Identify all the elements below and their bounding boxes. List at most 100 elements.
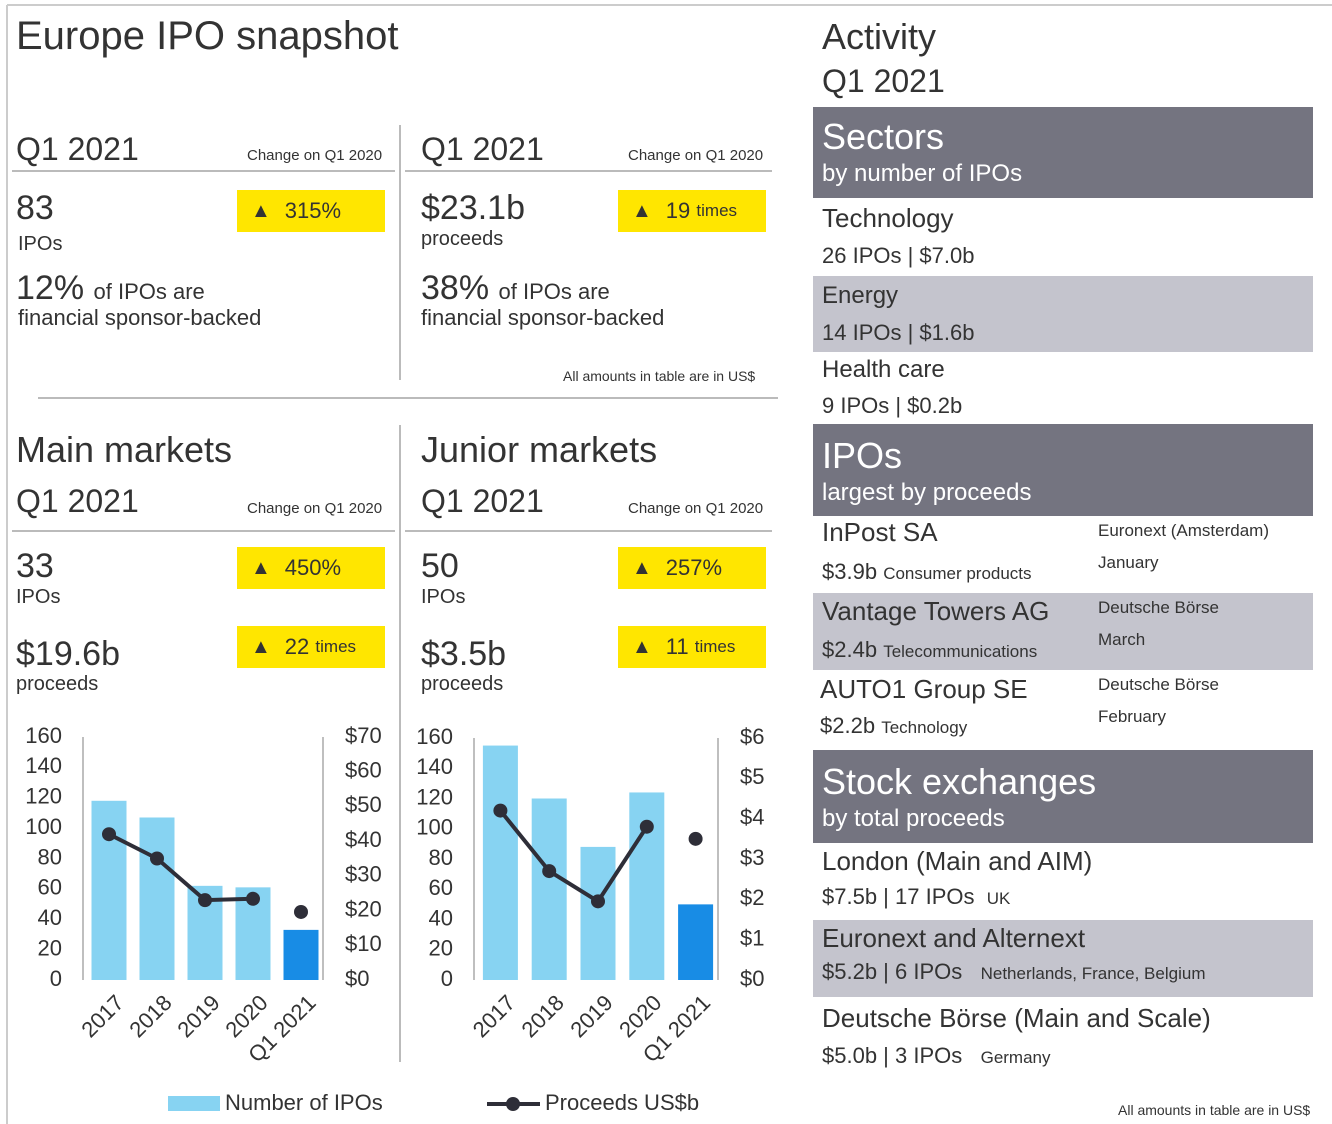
kpi-unit: proceeds bbox=[16, 673, 99, 695]
share: 12% of IPOs are bbox=[16, 269, 205, 307]
sector-row: Health care 9 IPOs | $0.2b bbox=[813, 352, 1313, 424]
change: 257% bbox=[665, 555, 723, 580]
sector-name: Technology bbox=[822, 203, 954, 233]
kpi-value: $19.6b bbox=[16, 635, 120, 673]
line-point bbox=[688, 831, 703, 846]
ipo-month: February bbox=[1098, 707, 1167, 726]
section-title: Sectors bbox=[822, 116, 945, 157]
y-tick-label: 60 bbox=[38, 875, 62, 900]
exchange-row: Deutsche Börse (Main and Scale) $5.0b | … bbox=[813, 997, 1313, 1075]
change-label: Change on Q1 2020 bbox=[628, 500, 764, 517]
y-tick-label: 120 bbox=[416, 784, 453, 809]
exchange-name: London (Main and AIM) bbox=[822, 846, 1093, 876]
note: All amounts in table are in US$ bbox=[1118, 1102, 1311, 1118]
y-tick-label: 0 bbox=[50, 966, 62, 991]
line-point bbox=[102, 827, 116, 842]
change: 11 bbox=[665, 634, 689, 659]
y2-tick-label: $50 bbox=[345, 792, 382, 817]
y-tick-label: 100 bbox=[25, 814, 62, 839]
section-subtitle: by number of IPOs bbox=[822, 160, 1023, 187]
note: All amounts in table are in US$ bbox=[563, 368, 756, 384]
bar bbox=[531, 798, 567, 980]
change-box: ▲ 19 times bbox=[618, 190, 766, 232]
line bbox=[498, 809, 649, 905]
share-text: of IPOs are bbox=[93, 279, 205, 304]
line-point bbox=[542, 864, 557, 879]
y2-tick-label: $1 bbox=[740, 925, 764, 950]
line-point bbox=[198, 893, 212, 908]
activity-title: Activity bbox=[822, 16, 937, 57]
ipo-value: $2.2b bbox=[820, 713, 876, 738]
share-value: 38% bbox=[421, 269, 490, 307]
bar bbox=[482, 745, 518, 980]
change: 450% bbox=[284, 555, 342, 580]
bar bbox=[580, 846, 616, 980]
kpi-unit: IPOs bbox=[18, 233, 63, 255]
y-tick-label: 160 bbox=[416, 724, 453, 749]
y2-tick-label: $30 bbox=[345, 862, 382, 887]
panel-title: Junior markets bbox=[421, 429, 658, 470]
ipo-exchange: Euronext (Amsterdam) bbox=[1098, 521, 1269, 540]
ipo-row: Vantage Towers AG $2.4b Telecommunicatio… bbox=[813, 593, 1313, 670]
kpi-unit: proceeds bbox=[421, 228, 504, 250]
kpi-value: $23.1b bbox=[421, 189, 525, 227]
x-tick-label: 2019 bbox=[172, 990, 224, 1042]
exchange-values: $5.0b | 3 IPOs bbox=[822, 1043, 963, 1068]
bar bbox=[283, 929, 319, 980]
change-label: Change on Q1 2020 bbox=[628, 147, 764, 164]
line-point bbox=[294, 904, 308, 919]
line-point bbox=[493, 803, 508, 818]
change-box: ▲ 257% bbox=[618, 547, 766, 589]
kpi-value: 83 bbox=[16, 189, 54, 227]
y2-tick-label: $60 bbox=[345, 758, 382, 783]
y-tick-label: 40 bbox=[429, 905, 453, 930]
section-header: Stock exchanges by total proceeds bbox=[813, 750, 1313, 843]
period: Q1 2021 bbox=[421, 483, 544, 519]
kpi-value: 50 bbox=[421, 547, 459, 585]
share-text: financial sponsor-backed bbox=[421, 305, 665, 330]
ipo-exchange: Deutsche Börse bbox=[1098, 675, 1219, 694]
y2-tick-label: $2 bbox=[740, 885, 764, 910]
ipo-sector: Telecommunications bbox=[883, 642, 1038, 661]
sector-name: Health care bbox=[822, 356, 945, 383]
y2-tick-label: $5 bbox=[740, 764, 764, 789]
y2-tick-label: $0 bbox=[740, 966, 764, 991]
exchange-detail: $7.5b | 17 IPOs UK bbox=[822, 884, 1010, 909]
kpi-value: 33 bbox=[16, 547, 54, 585]
y2-tick-label: $6 bbox=[740, 724, 764, 749]
kpi-unit: IPOs bbox=[16, 586, 61, 608]
y-tick-label: 100 bbox=[416, 815, 453, 840]
ipo-name: AUTO1 Group SE bbox=[820, 674, 1028, 704]
ipo-name: Vantage Towers AG bbox=[822, 596, 1050, 626]
page-title: Europe IPO snapshot bbox=[16, 14, 399, 58]
y-tick-label: 80 bbox=[38, 844, 62, 869]
ipo-row: AUTO1 Group SE $2.2b Technology Deutsche… bbox=[813, 670, 1313, 748]
section-title: Stock exchanges bbox=[822, 761, 1097, 802]
share-value: 12% bbox=[16, 269, 85, 307]
activity-period: Q1 2021 bbox=[822, 63, 945, 99]
exchange-country: Germany bbox=[980, 1048, 1051, 1067]
exchange-row: London (Main and AIM) $7.5b | 17 IPOs UK bbox=[813, 843, 1313, 920]
share-text: financial sponsor-backed bbox=[18, 305, 262, 330]
change-box: ▲ 22 times bbox=[237, 626, 385, 668]
y-tick-label: 160 bbox=[25, 723, 62, 748]
line bbox=[108, 832, 254, 903]
exchange-row: Euronext and Alternext $5.2b | 6 IPOs Ne… bbox=[813, 920, 1313, 997]
line-point bbox=[639, 819, 654, 834]
bar bbox=[678, 904, 714, 980]
section-subtitle: by total proceeds bbox=[822, 805, 1005, 832]
ipo-month: January bbox=[1098, 553, 1159, 572]
ipo-row: InPost SA $3.9b Consumer products Eurone… bbox=[813, 516, 1313, 593]
legend-swatch bbox=[168, 1096, 220, 1111]
section-header: IPOs largest by proceeds bbox=[813, 424, 1313, 516]
panel-title: Main markets bbox=[16, 429, 233, 470]
y-tick-label: 140 bbox=[25, 753, 62, 778]
x-tick-label: 2019 bbox=[565, 990, 617, 1042]
kpi-value: $3.5b bbox=[421, 635, 507, 673]
sector-row: Technology 26 IPOs | $7.0b bbox=[813, 198, 1313, 276]
section-subtitle: largest by proceeds bbox=[822, 479, 1032, 506]
ipo-proceeds: $3.9b Consumer products bbox=[822, 559, 1032, 584]
sector-name: Energy bbox=[822, 282, 899, 309]
ipo-month: March bbox=[1098, 630, 1146, 649]
sector-detail: 9 IPOs | $0.2b bbox=[822, 393, 963, 418]
